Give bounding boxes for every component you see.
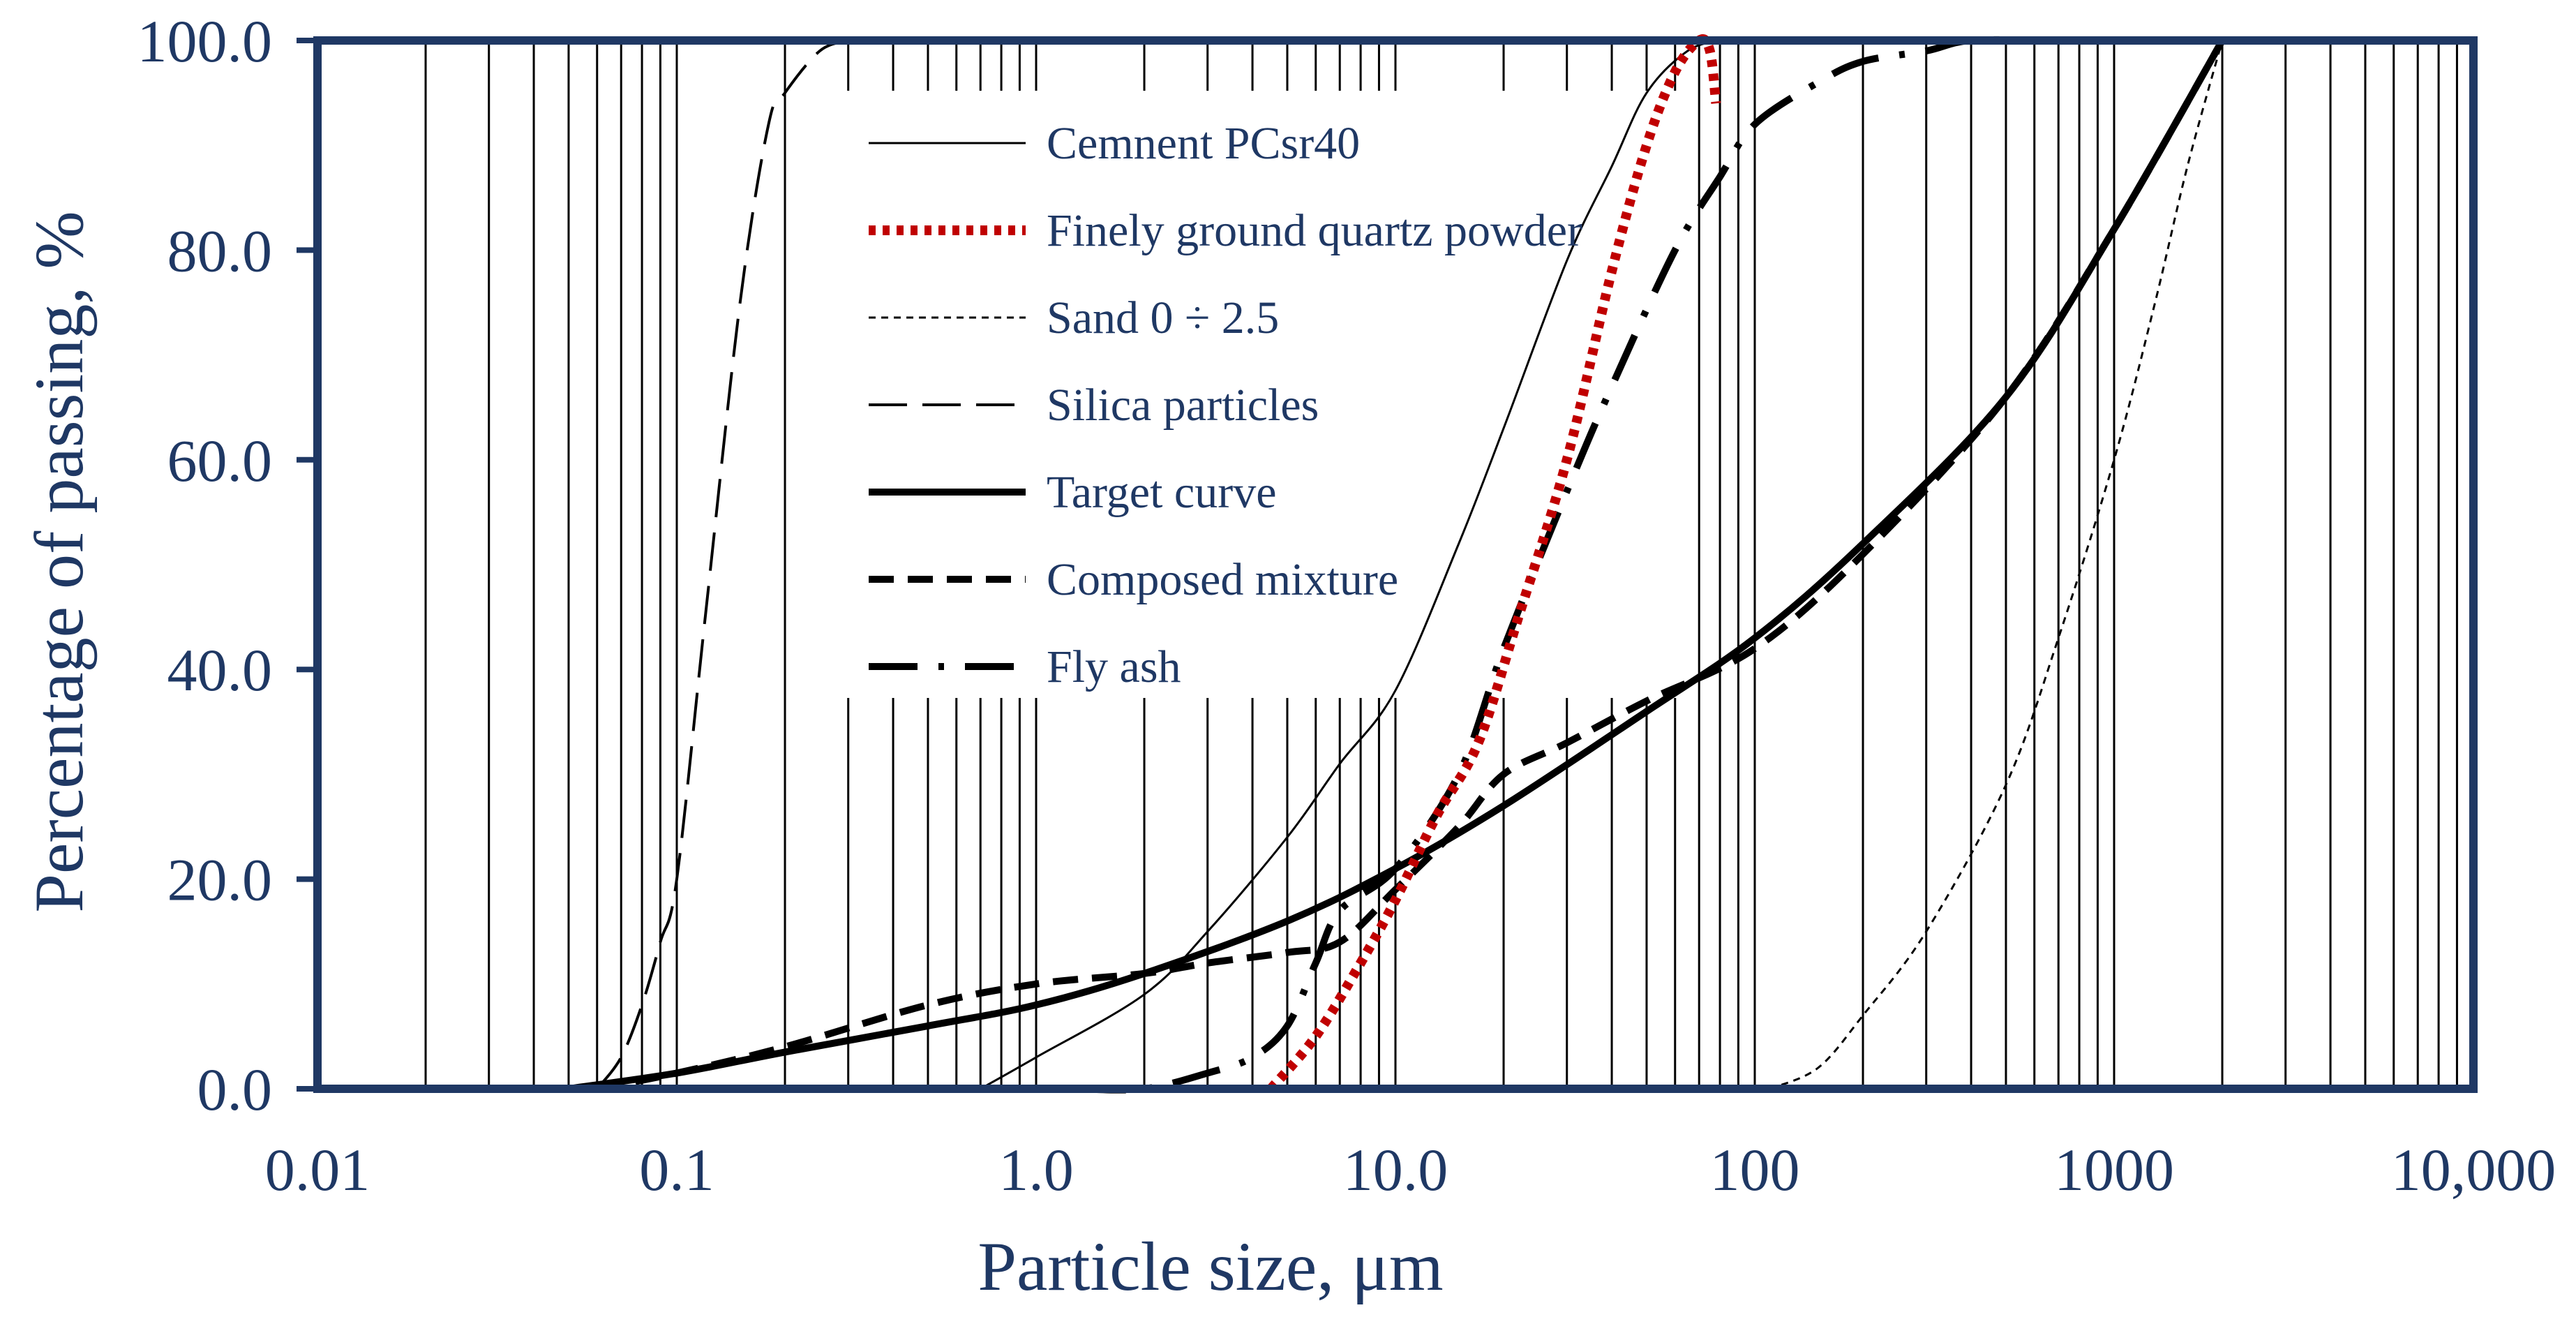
legend-label: Silica particles bbox=[1047, 380, 1319, 431]
y-axis-label: Percentage of passing, % bbox=[20, 211, 98, 912]
y-tick-label: 20.0 bbox=[167, 847, 273, 914]
series-line-sand-0-2-5 bbox=[1769, 40, 2224, 1090]
legend-backdrop bbox=[837, 91, 1688, 698]
y-tick-label: 60.0 bbox=[167, 427, 273, 494]
legend: Cemnent PCsr40 Finely ground quartz powde… bbox=[869, 118, 1582, 692]
axis-ticks: 0.01 0.1 1.0 10.0 100 1000 10,000 0.0 20.0 40.0 60… bbox=[137, 8, 2556, 1203]
x-tick-label: 1.0 bbox=[998, 1136, 1074, 1203]
x-tick-label: 0.01 bbox=[265, 1136, 370, 1203]
plot-frame bbox=[313, 36, 2478, 1093]
y-tick-label: 100.0 bbox=[137, 8, 273, 75]
legend-label: Composed mixture bbox=[1047, 554, 1398, 605]
legend-label: Target curve bbox=[1047, 467, 1276, 518]
legend-label: Finely ground quartz powder bbox=[1047, 205, 1582, 256]
series-line-cemnent-pcsr40 bbox=[980, 39, 1721, 1090]
x-tick-label: 10,000 bbox=[2391, 1136, 2556, 1203]
legend-label: Cemnent PCsr40 bbox=[1047, 118, 1360, 169]
x-tick-label: 0.1 bbox=[639, 1136, 714, 1203]
x-tick-label: 100 bbox=[1710, 1136, 1800, 1203]
legend-label: Fly ash bbox=[1047, 641, 1181, 692]
series-layer bbox=[568, 34, 2226, 1094]
series-line-finely-ground-quartz-powder bbox=[1267, 34, 1721, 1092]
series-line-silica-particles bbox=[596, 39, 849, 1090]
x-tick-label: 10.0 bbox=[1343, 1136, 1448, 1203]
legend-label: Sand 0 ÷ 2.5 bbox=[1047, 292, 1279, 343]
y-tick-label: 40.0 bbox=[167, 637, 273, 704]
y-tick-label: 0.0 bbox=[197, 1056, 273, 1123]
x-tick-label: 1000 bbox=[2054, 1136, 2174, 1203]
x-axis-label: Particle size, μm bbox=[978, 1228, 1443, 1305]
series-line-composed-mixture bbox=[596, 38, 2226, 1092]
y-tick-label: 80.0 bbox=[167, 217, 273, 284]
